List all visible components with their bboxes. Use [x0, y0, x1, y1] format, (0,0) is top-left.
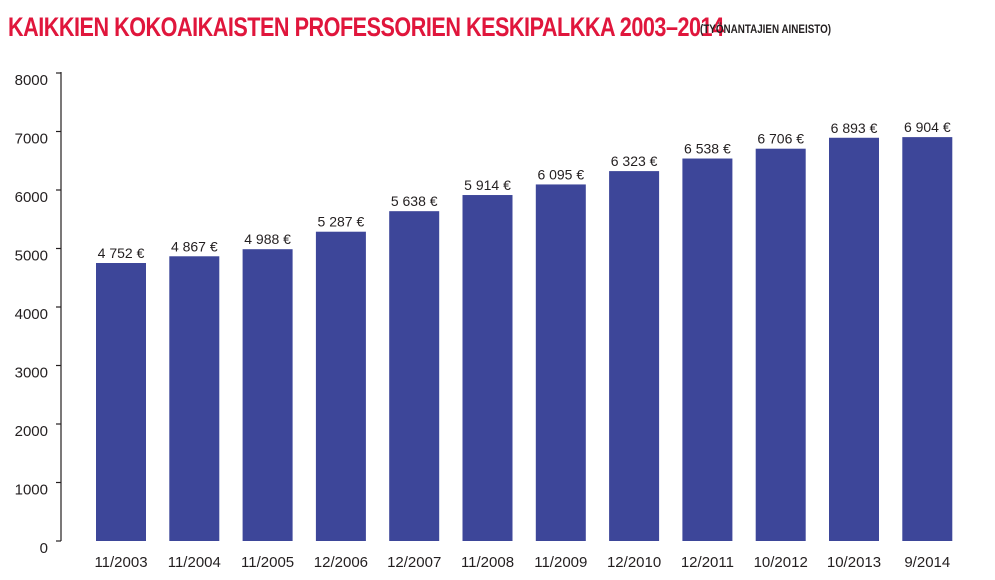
- y-tick-label: 0: [40, 540, 48, 557]
- x-category-label: 9/2014: [904, 554, 950, 571]
- x-category-label: 12/2010: [607, 554, 661, 571]
- y-tick-label: 7000: [15, 131, 48, 148]
- bar-value-label: 4 867 €: [171, 238, 218, 254]
- x-category-label: 12/2011: [681, 554, 734, 571]
- x-axis-labels: 11/2003 11/2004 11/2005 12/2006 12/2007 11/20…: [94, 554, 950, 571]
- data-labels: 4 752 € 4 867 € 4 988 € 5 287 € 5 638 € 5 914…: [98, 119, 951, 261]
- bar: [169, 256, 220, 541]
- x-category-label: 11/2008: [461, 554, 514, 571]
- y-tick-label: 3000: [15, 365, 48, 382]
- bar-value-label: 6 904 €: [904, 119, 951, 135]
- bar-value-label: 6 095 €: [537, 166, 584, 182]
- bar-value-label: 6 323 €: [611, 153, 658, 169]
- bar: [535, 184, 586, 541]
- y-tick-label: 4000: [15, 306, 48, 323]
- x-category-label: 11/2003: [94, 554, 147, 571]
- bar-value-label: 5 287 €: [318, 214, 365, 230]
- bar-value-label: 4 988 €: [244, 231, 291, 247]
- y-axis: 0 1000 2000 3000 4000 5000 6000 7000 8000: [15, 72, 62, 557]
- bar: [242, 249, 293, 541]
- bar: [315, 231, 366, 541]
- y-tick-label: 1000: [15, 482, 48, 499]
- x-category-label: 10/2013: [827, 554, 881, 571]
- bar-value-label: 6 893 €: [831, 120, 878, 136]
- chart-title: KAIKKIEN KOKOAIKAISTEN PROFESSORIEN KESK…: [8, 12, 724, 42]
- x-category-label: 11/2005: [241, 554, 294, 571]
- chart-title-row: KAIKKIEN KOKOAIKAISTEN PROFESSORIEN KESK…: [8, 12, 903, 43]
- bar: [755, 148, 806, 541]
- x-category-label: 12/2006: [314, 554, 368, 571]
- chart-subtitle: (TYÖNANTAJIEN AINEISTO): [700, 22, 832, 36]
- y-tick-label: 5000: [15, 248, 48, 265]
- bar: [682, 158, 733, 542]
- bar: [389, 211, 440, 541]
- bar: [829, 137, 879, 541]
- bar: [462, 195, 513, 541]
- bar-value-label: 6 706 €: [757, 131, 804, 147]
- bar-value-label: 4 752 €: [98, 245, 145, 261]
- bars: [96, 137, 953, 542]
- bar-value-label: 5 914 €: [464, 177, 511, 193]
- bar: [609, 171, 660, 542]
- y-tick-label: 2000: [15, 423, 48, 440]
- y-tick-label: 6000: [15, 189, 48, 206]
- bar: [96, 263, 146, 541]
- bar: [902, 137, 953, 541]
- bar-value-label: 6 538 €: [684, 141, 731, 157]
- x-category-label: 10/2012: [754, 554, 808, 571]
- x-category-label: 12/2007: [387, 554, 441, 571]
- y-tick-label: 8000: [15, 72, 48, 89]
- x-category-label: 11/2004: [168, 554, 221, 571]
- bar-value-label: 5 638 €: [391, 193, 438, 209]
- x-category-label: 11/2009: [534, 554, 587, 571]
